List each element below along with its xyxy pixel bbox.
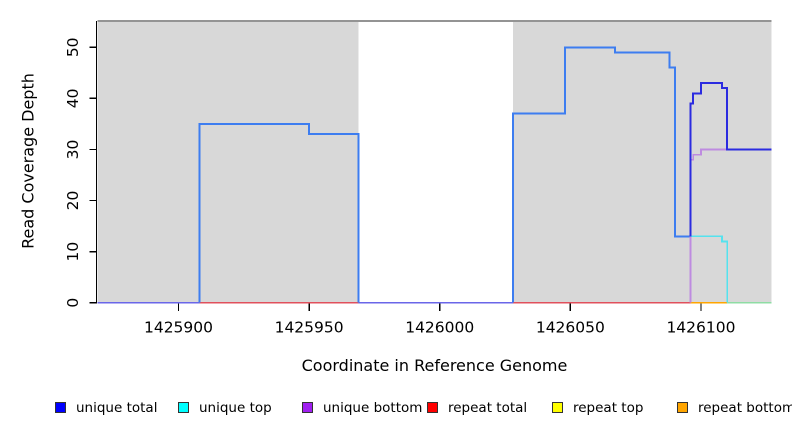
y-axis-title: Read Coverage Depth [18,73,38,249]
series-unique-top-visible [690,235,728,303]
coverage-region-band [97,21,359,303]
x-tick-label: 1425950 [275,319,344,337]
coverage-region-band [512,21,772,303]
y-tick-label: 30 [64,140,82,160]
series-unique-total-and-top-overlap-right [511,46,691,303]
y-tick-label: 0 [64,298,82,308]
y-tick-label: 50 [64,37,82,57]
x-tick-label: 1426050 [536,319,605,337]
y-tick-label: 10 [64,242,82,262]
y-tick-label: 40 [64,89,82,109]
x-tick-label: 1426000 [405,319,474,337]
x-tick-label: 1425900 [144,319,213,337]
y-tick-label: 20 [64,191,82,211]
series-unique-total-and-top-overlap-left [198,122,360,303]
series-unique-total-visible [689,82,772,237]
x-tick-label: 1426100 [666,319,735,337]
x-axis-title: Coordinate in Reference Genome [301,356,568,375]
